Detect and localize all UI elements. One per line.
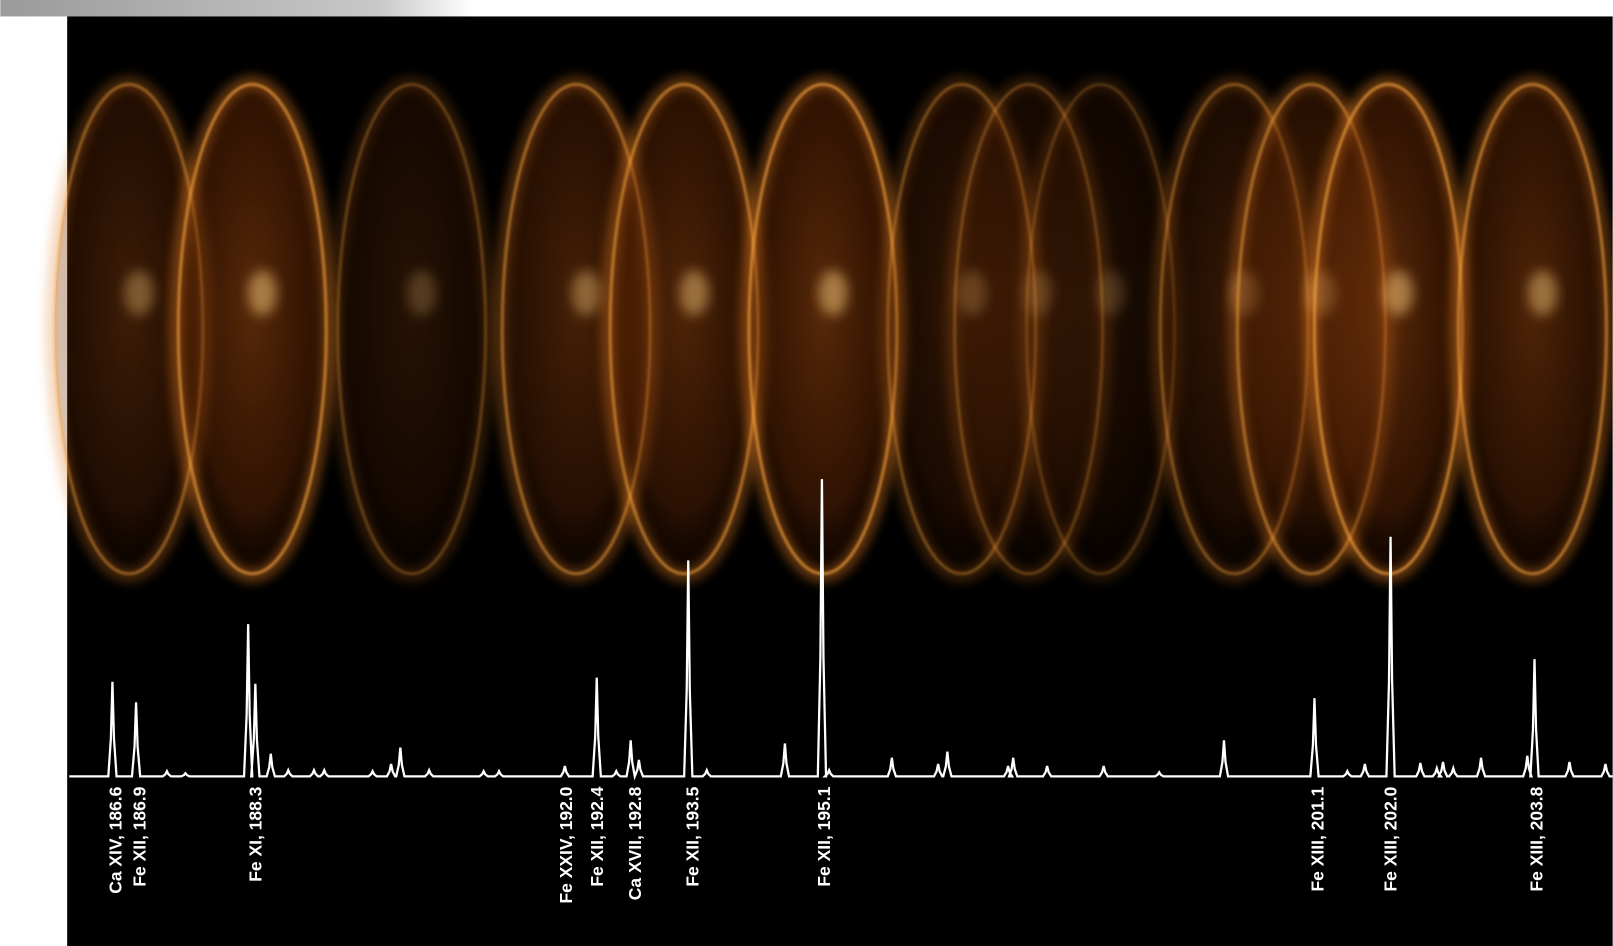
figure: Ca XIV, 186.6Fe XII, 186.9 Fe XI, 188.3 Fe… bbox=[0, 0, 1613, 946]
line-label: Fe XII, 186.9 bbox=[129, 786, 149, 886]
active-region bbox=[1096, 270, 1125, 315]
active-region bbox=[572, 270, 601, 315]
active-region bbox=[819, 270, 848, 315]
active-region bbox=[680, 270, 709, 315]
line-label: Fe XIII, 202.0 bbox=[1381, 787, 1401, 892]
solar-images bbox=[53, 82, 1609, 576]
line-label: Fe XII, 192.4 bbox=[587, 786, 607, 886]
active-region bbox=[1384, 270, 1413, 315]
page: {"labels": ["Ca XIV, 186.6", "Fe XII, 18… bbox=[0, 0, 1613, 946]
active-region bbox=[125, 270, 154, 315]
active-region bbox=[408, 270, 437, 315]
active-region bbox=[248, 270, 277, 315]
line-label: Fe XII, 195.1 bbox=[814, 786, 834, 886]
line-label: Ca XIV, 186.6 bbox=[106, 786, 126, 893]
line-label: Fe XIII, 201.1 bbox=[1308, 786, 1328, 891]
line-label: Fe XII, 193.5 bbox=[683, 786, 703, 886]
line-label: Fe XIII, 203.8 bbox=[1527, 786, 1547, 891]
line-label: Ca XVII, 192.8 bbox=[625, 786, 645, 900]
line-label: Fe XI, 188.3 bbox=[246, 786, 266, 881]
line-label: Fe XXIV, 192.0 bbox=[556, 787, 576, 904]
active-region bbox=[1528, 270, 1557, 315]
top-bar bbox=[0, 0, 473, 16]
